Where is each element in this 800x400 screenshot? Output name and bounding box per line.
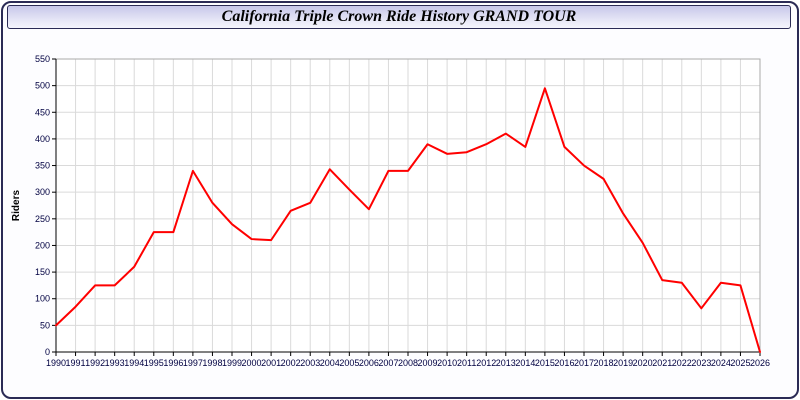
svg-text:1992: 1992 [85, 358, 105, 368]
svg-text:1994: 1994 [124, 358, 144, 368]
svg-text:450: 450 [35, 107, 50, 117]
svg-text:350: 350 [35, 161, 50, 171]
svg-text:50: 50 [40, 320, 50, 330]
svg-text:2017: 2017 [574, 358, 594, 368]
svg-text:1997: 1997 [183, 358, 203, 368]
svg-text:2000: 2000 [242, 358, 262, 368]
svg-text:2021: 2021 [652, 358, 672, 368]
svg-text:1995: 1995 [144, 358, 164, 368]
svg-text:2016: 2016 [554, 358, 574, 368]
svg-text:2013: 2013 [496, 358, 516, 368]
svg-text:2005: 2005 [339, 358, 359, 368]
svg-text:400: 400 [35, 134, 50, 144]
svg-text:200: 200 [35, 240, 50, 250]
svg-text:1991: 1991 [66, 358, 86, 368]
svg-text:100: 100 [35, 294, 50, 304]
svg-text:1998: 1998 [202, 358, 222, 368]
svg-text:1999: 1999 [222, 358, 242, 368]
svg-text:2015: 2015 [535, 358, 555, 368]
chart-title-bar: California Triple Crown Ride History GRA… [7, 5, 791, 29]
svg-text:2010: 2010 [437, 358, 457, 368]
svg-text:2019: 2019 [613, 358, 633, 368]
svg-text:2004: 2004 [320, 358, 340, 368]
svg-text:2025: 2025 [730, 358, 750, 368]
svg-text:1993: 1993 [105, 358, 125, 368]
svg-text:250: 250 [35, 214, 50, 224]
svg-text:1996: 1996 [163, 358, 183, 368]
svg-text:2022: 2022 [672, 358, 692, 368]
svg-text:2011: 2011 [457, 358, 476, 368]
svg-text:2018: 2018 [594, 358, 614, 368]
svg-text:2012: 2012 [476, 358, 496, 368]
svg-text:2003: 2003 [300, 358, 320, 368]
svg-text:2007: 2007 [378, 358, 398, 368]
svg-text:2026: 2026 [750, 358, 770, 368]
svg-text:500: 500 [35, 81, 50, 91]
svg-text:0: 0 [45, 347, 50, 357]
svg-text:150: 150 [35, 267, 50, 277]
svg-text:2009: 2009 [418, 358, 438, 368]
svg-text:1990: 1990 [46, 358, 66, 368]
svg-text:2023: 2023 [691, 358, 711, 368]
svg-text:300: 300 [35, 187, 50, 197]
page-title: California Triple Crown Ride History GRA… [221, 8, 577, 25]
svg-text:2014: 2014 [515, 358, 535, 368]
svg-text:2020: 2020 [633, 358, 653, 368]
svg-text:2006: 2006 [359, 358, 379, 368]
svg-text:2008: 2008 [398, 358, 418, 368]
svg-text:2002: 2002 [281, 358, 301, 368]
svg-text:Riders: Riders [11, 190, 22, 222]
svg-text:550: 550 [35, 54, 50, 64]
svg-text:2001: 2001 [261, 358, 281, 368]
svg-text:2024: 2024 [711, 358, 731, 368]
